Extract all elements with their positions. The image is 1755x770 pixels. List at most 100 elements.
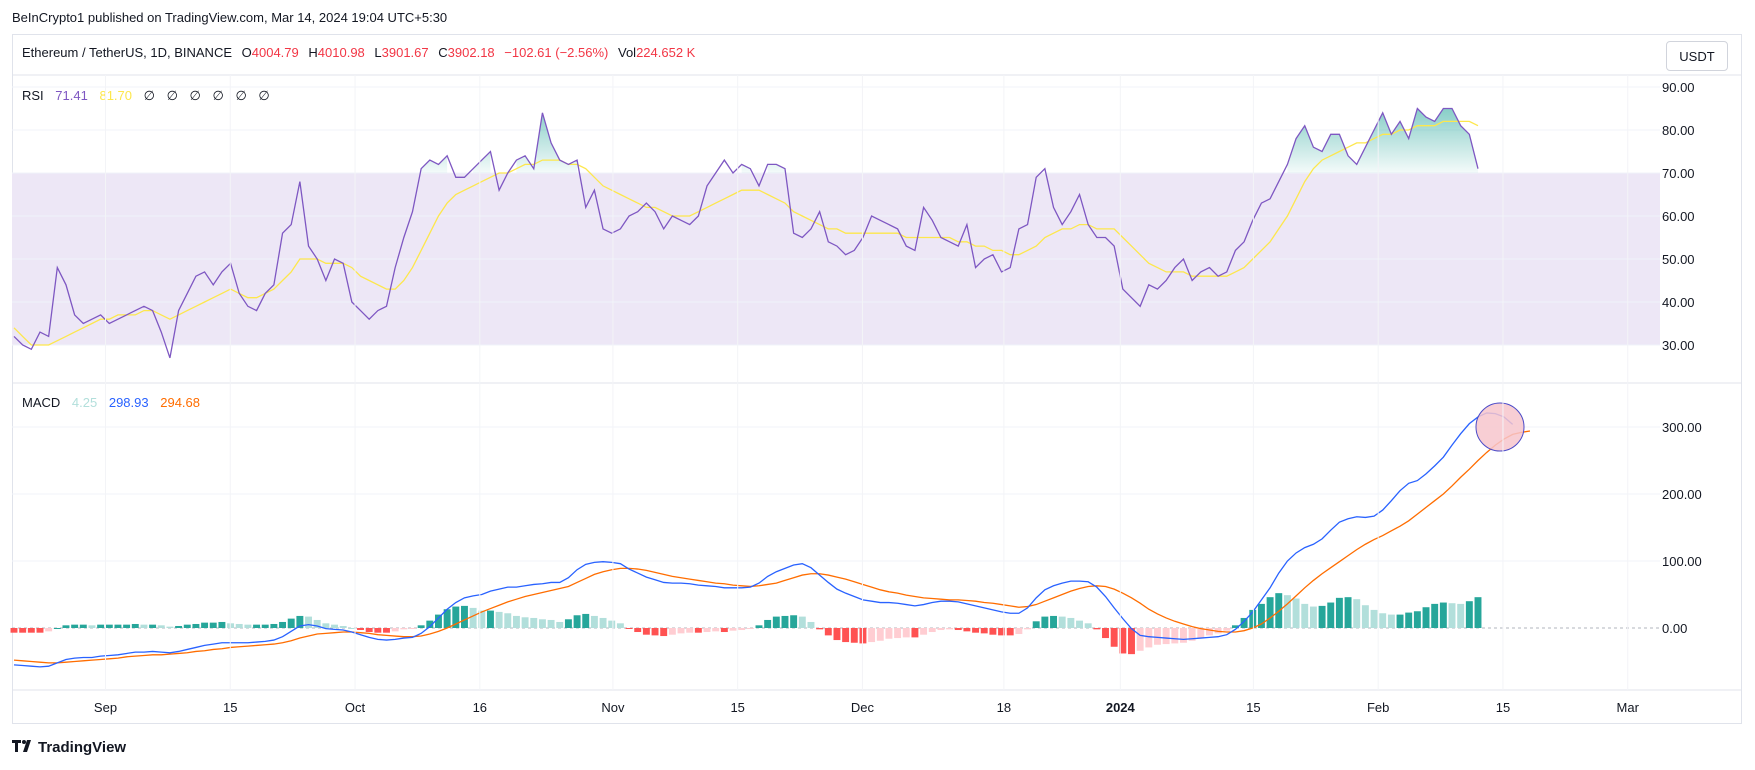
- x-tick-label: 15: [223, 700, 237, 715]
- macd-histogram-bar: [71, 624, 79, 628]
- macd-histogram-bar: [798, 616, 806, 628]
- macd-histogram-bar: [400, 628, 408, 630]
- macd-y-tick-label: 100.00: [1662, 554, 1702, 569]
- rsi-empty-value: ∅: [143, 88, 155, 103]
- macd-histogram-bar: [928, 628, 936, 633]
- symbol-name[interactable]: Ethereum / TetherUS, 1D, BINANCE: [22, 45, 233, 60]
- x-tick-label: 18: [997, 700, 1011, 715]
- macd-histogram-bar: [296, 615, 304, 628]
- macd-histogram-bar: [530, 617, 538, 628]
- macd-title: MACD: [22, 395, 61, 410]
- macd-histogram-bar: [452, 606, 460, 628]
- currency-button[interactable]: USDT: [1666, 41, 1728, 71]
- macd-histogram-bar: [322, 623, 330, 628]
- high-value: 4010.98: [317, 45, 365, 60]
- macd-histogram-bar: [651, 628, 659, 636]
- macd-histogram-bar: [694, 628, 702, 633]
- macd-histogram-bar: [374, 628, 382, 633]
- x-tick-label: 16: [473, 700, 487, 715]
- macd-histogram-bar: [946, 628, 954, 630]
- macd-histogram-bar: [989, 628, 997, 635]
- x-tick-label: 15: [1496, 700, 1510, 715]
- macd-histogram-bar: [1223, 628, 1231, 631]
- macd-signal-line: [13, 430, 1531, 664]
- macd-histogram-bar: [1413, 611, 1421, 628]
- vol-value: 224.652 K: [636, 45, 696, 60]
- macd-histogram-bar: [1171, 628, 1179, 644]
- macd-histogram-bar: [1448, 603, 1456, 628]
- macd-histogram-bar: [547, 619, 555, 628]
- macd-histogram-bar: [19, 628, 27, 633]
- macd-line-value: 298.93: [108, 395, 149, 410]
- macd-histogram-bar: [1387, 614, 1395, 628]
- macd-histogram-bar: [1136, 628, 1144, 651]
- macd-histogram-bar: [1361, 605, 1369, 628]
- macd-histogram-bar: [590, 615, 598, 628]
- macd-histogram-bar: [1006, 628, 1014, 636]
- macd-histogram-bar: [824, 628, 832, 636]
- close-value: 3902.18: [447, 45, 495, 60]
- macd-signal-value: 294.68: [160, 395, 200, 410]
- x-tick-label: Sep: [94, 700, 117, 715]
- rsi-y-tick-label: 50.00: [1662, 252, 1695, 267]
- macd-histogram-bar: [1162, 628, 1170, 645]
- macd-histogram-bar: [634, 628, 642, 633]
- macd-histogram-bar: [902, 628, 910, 638]
- macd-histogram-bar: [1353, 599, 1361, 628]
- macd-histogram-bar: [97, 624, 105, 628]
- macd-histogram-bar: [790, 615, 798, 628]
- rsi-empty-value: ∅: [212, 88, 224, 103]
- macd-histogram-bar: [1093, 628, 1101, 630]
- macd-histogram-bar: [1015, 628, 1023, 635]
- macd-histogram-bar: [166, 626, 174, 628]
- macd-histogram-bar: [1327, 602, 1335, 628]
- rsi-legend[interactable]: RSI 71.41 81.70 ∅ ∅ ∅ ∅ ∅ ∅: [22, 88, 278, 104]
- x-tick-label: Feb: [1367, 700, 1389, 715]
- macd-y-tick-label: 300.00: [1662, 420, 1702, 435]
- macd-histogram-bar: [686, 628, 694, 633]
- macd-histogram-bar: [833, 628, 841, 641]
- macd-legend[interactable]: MACD 4.25 298.93 294.68: [22, 395, 208, 410]
- macd-histogram-bar: [538, 619, 546, 628]
- macd-histogram-bar: [183, 624, 191, 628]
- macd-histogram-bar: [157, 625, 165, 628]
- close-label: C: [438, 45, 448, 60]
- x-tick-label: Oct: [345, 700, 366, 715]
- macd-histogram-bar: [807, 621, 815, 628]
- macd-histogram-bar: [764, 619, 772, 628]
- x-tick-label: Nov: [601, 700, 625, 715]
- macd-histogram-bar: [1084, 623, 1092, 628]
- macd-histogram-bar: [1266, 597, 1274, 628]
- macd-histogram-bar: [972, 628, 980, 633]
- rsi-empty-value: ∅: [235, 88, 247, 103]
- macd-histogram-bar: [1041, 616, 1049, 628]
- macd-histogram-bar: [755, 625, 763, 628]
- macd-histogram-bar: [1283, 595, 1291, 628]
- rsi-empty-value: ∅: [258, 88, 270, 103]
- low-value: 3901.67: [381, 45, 429, 60]
- macd-histogram-bar: [625, 628, 633, 629]
- macd-histogram-bar: [45, 628, 53, 632]
- macd-histogram-bar: [816, 628, 824, 630]
- macd-histogram-bar: [1145, 628, 1153, 648]
- macd-histogram-bar: [36, 628, 44, 633]
- rsi-y-tick-label: 90.00: [1662, 80, 1695, 95]
- macd-histogram-bar: [1405, 612, 1413, 628]
- macd-histogram-bar: [140, 624, 148, 628]
- macd-histogram-bar: [305, 616, 312, 628]
- macd-histogram-bar: [1076, 620, 1083, 628]
- x-tick-label: Mar: [1617, 700, 1640, 715]
- rsi-y-tick-label: 80.00: [1662, 123, 1695, 138]
- macd-histogram-bar: [218, 621, 226, 628]
- rsi-y-tick-label: 60.00: [1662, 209, 1695, 224]
- macd-histogram-bar: [313, 619, 321, 628]
- macd-histogram-bar: [712, 628, 720, 632]
- tradingview-logo[interactable]: TradingView: [12, 739, 126, 756]
- macd-histogram-bar: [521, 617, 529, 628]
- macd-histogram-bar: [443, 609, 451, 628]
- macd-histogram-bar: [512, 615, 520, 628]
- macd-histogram-bar: [1180, 628, 1187, 643]
- macd-histogram-bar: [435, 614, 442, 628]
- x-tick-label: Dec: [851, 700, 875, 715]
